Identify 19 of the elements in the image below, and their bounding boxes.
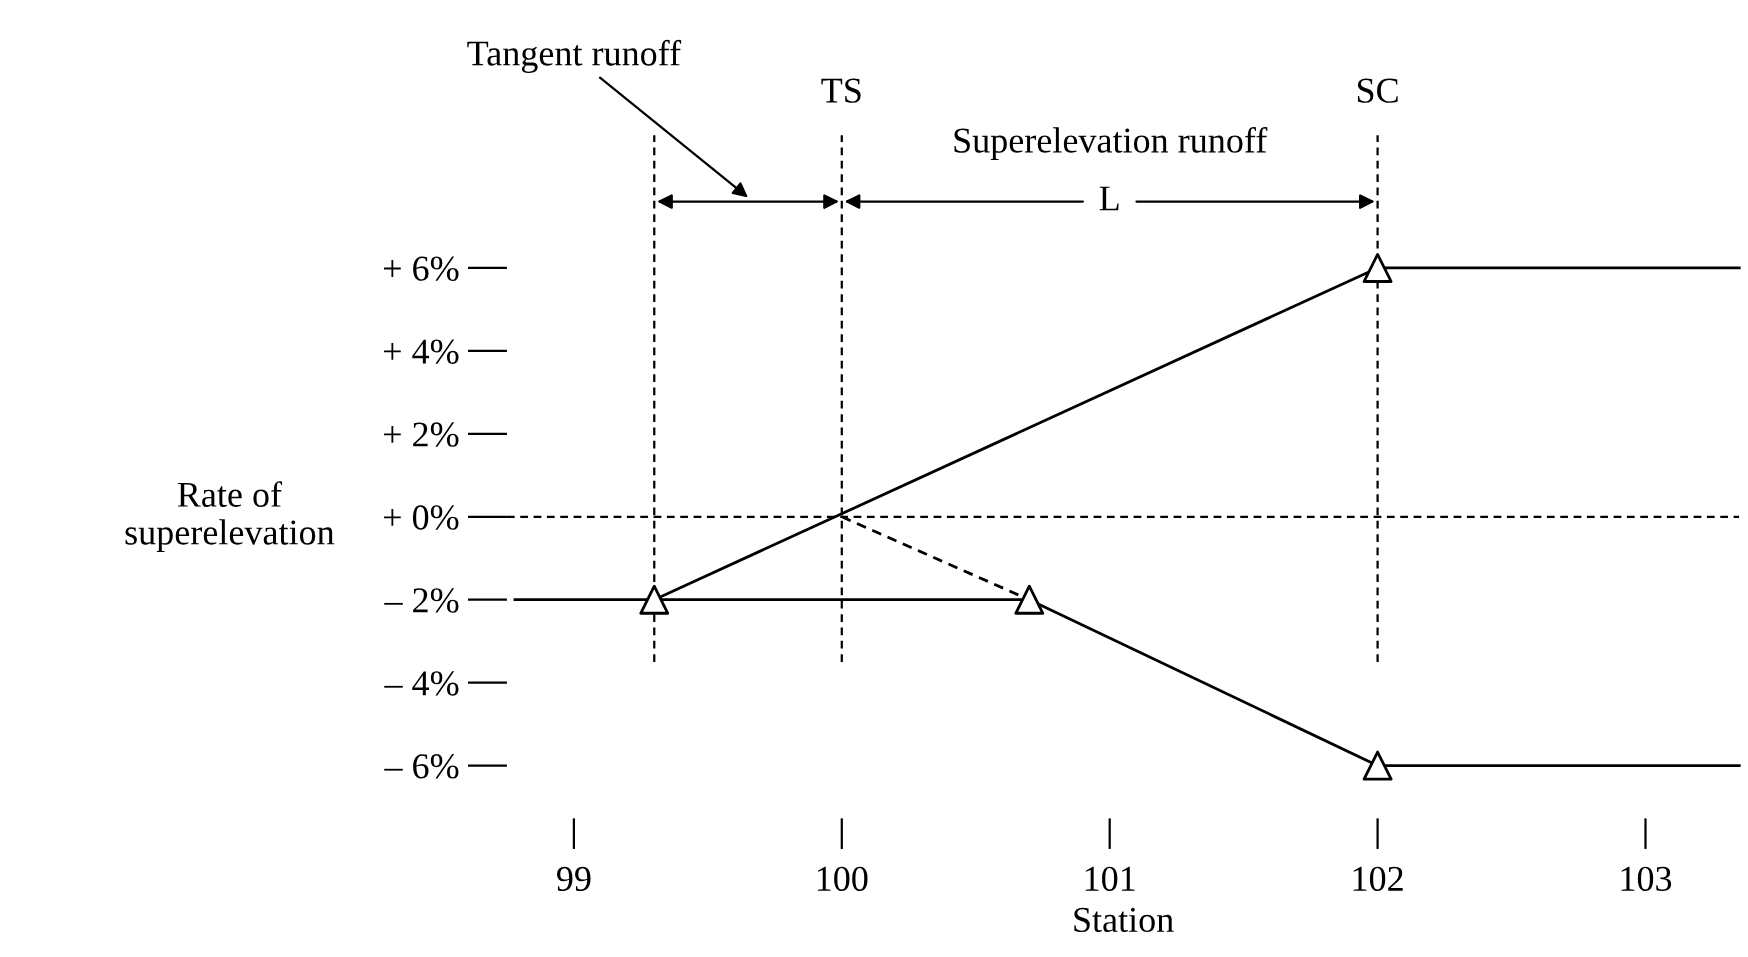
x-axis-title: Station (1074, 907, 1174, 933)
text: L (1099, 186, 1119, 211)
text: Tangent runoff (467, 39, 682, 74)
x-tick-label: 100 (817, 866, 868, 892)
x-tick-label: 102 (1353, 866, 1403, 892)
text: Superelevation runoff (954, 126, 1268, 161)
y-tick-label: + 0% (383, 505, 459, 530)
ref-line-label: SC (1357, 78, 1398, 103)
y-tick-label: + 4% (383, 339, 459, 364)
y-tick-label: + 6% (383, 256, 459, 281)
y-tick-label: – 2% (384, 588, 459, 613)
x-tick-label: 99 (557, 866, 591, 892)
y-tick-label: + 2% (383, 422, 459, 447)
x-tick-label: 103 (1621, 866, 1672, 892)
y-tick-label: – 4% (384, 671, 459, 696)
y-tick-label: – 6% (384, 754, 459, 779)
ref-line-label: TS (821, 78, 861, 103)
x-tick-label: 101 (1085, 866, 1135, 892)
y-axis-title: Rate of superelevation (125, 481, 335, 553)
